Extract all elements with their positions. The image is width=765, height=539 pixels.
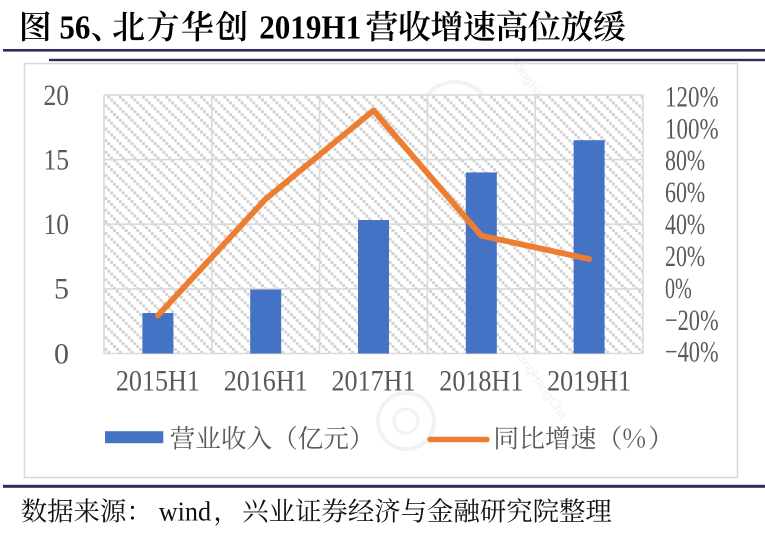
svg-text:80%: 80%	[665, 144, 705, 177]
svg-text:0: 0	[54, 337, 69, 370]
svg-text:wind: wind	[159, 497, 212, 527]
svg-text:5: 5	[54, 273, 69, 306]
svg-text:2017H1: 2017H1	[332, 365, 416, 398]
svg-text:2019H1: 2019H1	[259, 10, 361, 47]
svg-text:40%: 40%	[665, 208, 705, 241]
svg-text:2019H1: 2019H1	[547, 365, 631, 398]
svg-text:20%: 20%	[665, 240, 705, 273]
svg-text:56: 56	[59, 10, 90, 47]
svg-text:100%: 100%	[665, 112, 719, 145]
svg-text:60%: 60%	[665, 176, 705, 209]
svg-text:120%: 120%	[665, 80, 719, 113]
svg-text:−40%: −40%	[665, 336, 719, 369]
svg-text:15: 15	[44, 143, 70, 176]
svg-text:0%: 0%	[665, 272, 692, 305]
svg-text:2015H1: 2015H1	[116, 365, 200, 398]
svg-text:2016H1: 2016H1	[224, 365, 308, 398]
svg-text:20: 20	[44, 79, 70, 112]
svg-text:10: 10	[44, 208, 70, 241]
svg-text:−20%: −20%	[665, 304, 719, 337]
svg-text:2018H1: 2018H1	[439, 365, 523, 398]
